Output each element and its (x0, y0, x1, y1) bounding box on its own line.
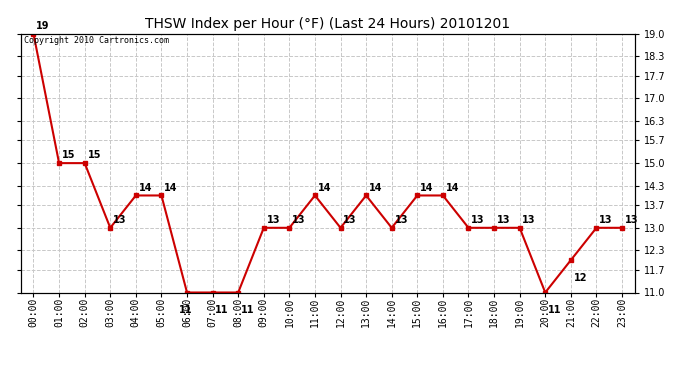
Text: 14: 14 (369, 183, 382, 193)
Text: 11: 11 (215, 305, 229, 315)
Text: 14: 14 (420, 183, 433, 193)
Text: 15: 15 (88, 150, 101, 160)
Text: 13: 13 (395, 215, 408, 225)
Text: 19: 19 (37, 21, 50, 31)
Text: 11: 11 (179, 305, 193, 315)
Text: 13: 13 (292, 215, 306, 225)
Text: 13: 13 (113, 215, 126, 225)
Text: 13: 13 (497, 215, 511, 225)
Text: 11: 11 (241, 305, 255, 315)
Text: 13: 13 (599, 215, 613, 225)
Text: 15: 15 (62, 150, 75, 160)
Text: 14: 14 (139, 183, 152, 193)
Text: Copyright 2010 Cartronics.com: Copyright 2010 Cartronics.com (23, 36, 169, 45)
Text: 13: 13 (522, 215, 536, 225)
Text: 11: 11 (548, 305, 562, 315)
Text: 14: 14 (164, 183, 178, 193)
Title: THSW Index per Hour (°F) (Last 24 Hours) 20101201: THSW Index per Hour (°F) (Last 24 Hours)… (145, 17, 511, 31)
Text: 13: 13 (344, 215, 357, 225)
Text: 14: 14 (317, 183, 331, 193)
Text: 13: 13 (624, 215, 638, 225)
Text: 14: 14 (446, 183, 459, 193)
Text: 12: 12 (573, 273, 587, 283)
Text: 13: 13 (266, 215, 280, 225)
Text: 13: 13 (471, 215, 485, 225)
